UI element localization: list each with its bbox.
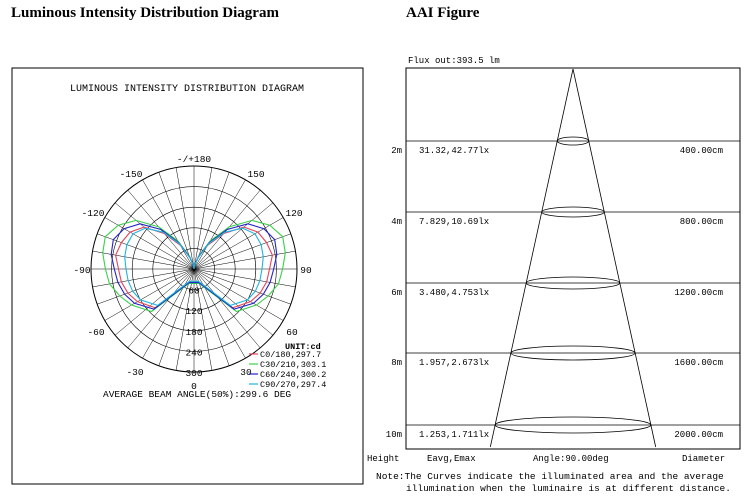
polar-spoke bbox=[193, 268, 291, 305]
footer-angle: Angle:90.00deg bbox=[533, 454, 609, 464]
radial-label: 300 bbox=[185, 368, 202, 379]
footer-diameter: Diameter bbox=[682, 454, 725, 464]
row-height: 6m bbox=[391, 288, 402, 298]
row-height: 8m bbox=[391, 358, 402, 368]
angle-label: 90 bbox=[300, 265, 312, 276]
angle-label: 0 bbox=[191, 381, 197, 392]
polar-spoke bbox=[193, 268, 274, 336]
polar-series-group bbox=[102, 219, 286, 313]
aai-panel-frame bbox=[405, 67, 741, 450]
row-diameter: 1600.00cm bbox=[674, 358, 723, 368]
polar-spoke bbox=[193, 268, 261, 349]
beam-angle-footer: AVERAGE BEAM ANGLE(50%):299.6 DEG bbox=[103, 389, 291, 400]
angle-label: 120 bbox=[285, 208, 302, 219]
left-panel-heading: Luminous Intensity Distribution Diagram bbox=[11, 5, 279, 21]
row-diameter: 1200.00cm bbox=[674, 288, 723, 298]
polar-title: LUMINOUS INTENSITY DISTRIBUTION DIAGRAM bbox=[70, 84, 304, 95]
polar-spoke bbox=[114, 202, 195, 270]
legend-label: C90/270,297.4 bbox=[260, 380, 326, 390]
angle-label: -60 bbox=[87, 327, 104, 338]
polar-series-3 bbox=[124, 227, 264, 307]
radial-label: 180 bbox=[185, 327, 202, 338]
note-line-2: illumination when the luminaire is at di… bbox=[406, 483, 731, 494]
polar-spoke bbox=[158, 172, 195, 270]
polar-spoke bbox=[193, 217, 284, 270]
radial-label: 240 bbox=[185, 347, 202, 358]
row-values: 1.253,1.711lx bbox=[419, 430, 489, 440]
legend-label: C30/210,303.1 bbox=[260, 360, 326, 370]
legend-label: C60/240,300.2 bbox=[260, 370, 326, 380]
row-values: 1.957,2.673lx bbox=[419, 358, 489, 368]
polar-spoke bbox=[193, 268, 284, 321]
radial-label: 60 bbox=[188, 286, 200, 297]
polar-panel-frame bbox=[11, 67, 364, 485]
polar-spoke bbox=[97, 268, 195, 305]
row-height: 2m bbox=[391, 146, 402, 156]
row-diameter: 2000.00cm bbox=[674, 430, 723, 440]
row-values: 7.829,10.69lx bbox=[419, 217, 489, 227]
polar-spoke bbox=[193, 268, 230, 366]
polar-spoke bbox=[193, 202, 274, 270]
cone-edge-left bbox=[489, 68, 574, 448]
polar-spoke bbox=[193, 268, 213, 371]
right-panel-heading: AAI Figure bbox=[406, 5, 480, 21]
angle-label: -/+180 bbox=[177, 154, 212, 165]
radial-label: 120 bbox=[185, 306, 202, 317]
row-diameter: 400.00cm bbox=[680, 146, 723, 156]
angle-label: 30 bbox=[240, 367, 252, 378]
angle-label: -30 bbox=[126, 367, 143, 378]
row-diameter: 800.00cm bbox=[680, 217, 723, 227]
polar-spoke bbox=[104, 217, 195, 270]
polar-legend: C0/180,297.7C30/210,303.1C60/240,300.2C9… bbox=[249, 350, 326, 390]
cone-edge-right bbox=[572, 68, 657, 448]
angle-label: -150 bbox=[120, 169, 143, 180]
polar-grid bbox=[90, 165, 298, 373]
row-height: 4m bbox=[391, 217, 402, 227]
polar-spoke bbox=[142, 179, 195, 270]
polar-spoke bbox=[158, 268, 195, 366]
polar-spoke bbox=[114, 268, 195, 336]
angle-label: 150 bbox=[247, 169, 264, 180]
polar-spoke bbox=[92, 250, 195, 270]
angle-label: -120 bbox=[82, 208, 105, 219]
polar-spoke bbox=[193, 179, 246, 270]
row-height: 10m bbox=[386, 430, 402, 440]
legend-label: C0/180,297.7 bbox=[260, 350, 321, 360]
polar-spoke bbox=[193, 172, 230, 270]
footer-height: Height bbox=[367, 454, 399, 464]
row-values: 3.480,4.753lx bbox=[419, 288, 489, 298]
polar-spoke bbox=[193, 250, 296, 270]
flux-label: Flux out:393.5 lm bbox=[408, 56, 500, 66]
polar-spoke bbox=[175, 268, 195, 371]
polar-spoke bbox=[193, 167, 213, 270]
footer-values: Eavg,Emax bbox=[427, 454, 476, 464]
polar-radial-labels: 60 120 180 240 300 bbox=[185, 286, 202, 379]
angle-label: -90 bbox=[73, 265, 90, 276]
note-line-1: Note:The Curves indicate the illuminated… bbox=[376, 471, 724, 482]
angle-label: 60 bbox=[286, 327, 298, 338]
polar-spoke bbox=[127, 268, 195, 349]
polar-spoke bbox=[104, 268, 195, 321]
unit-label: UNIT:cd bbox=[285, 342, 321, 352]
row-values: 31.32,42.77lx bbox=[419, 146, 489, 156]
aai-diagram: 2m 31.32,42.77lx 400.00cm 4m 7.829,10.69lx 80… bbox=[386, 68, 740, 448]
polar-spoke bbox=[175, 167, 195, 270]
